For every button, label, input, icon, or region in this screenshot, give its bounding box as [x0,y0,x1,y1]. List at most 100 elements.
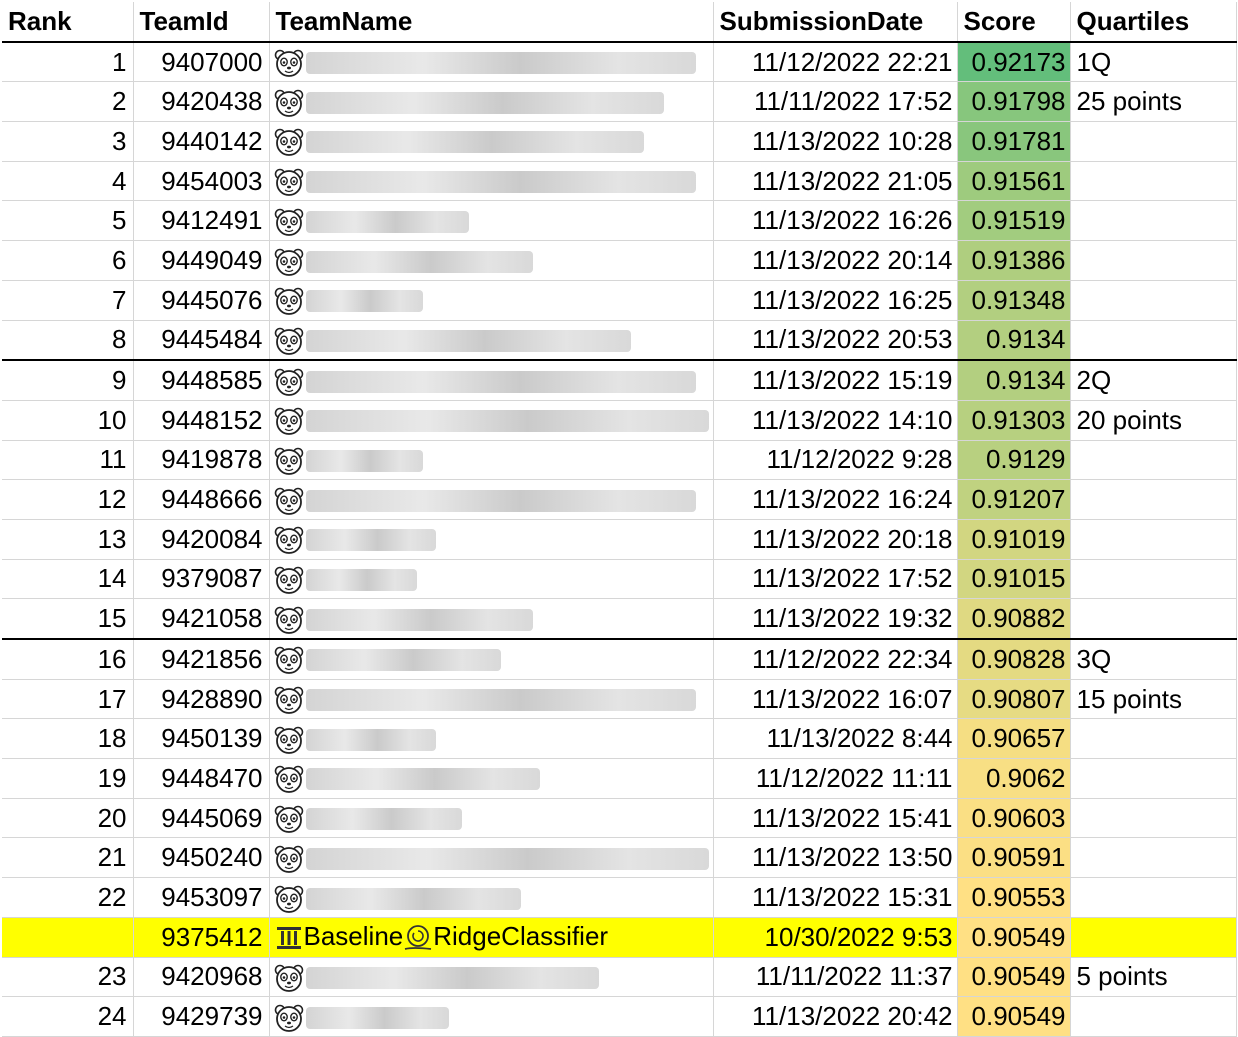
cell-quartiles[interactable] [1070,996,1237,1037]
cell-quartiles[interactable] [1070,798,1237,839]
cell-rank[interactable]: 12 [2,479,134,520]
cell-teamid[interactable]: 9375412 [133,917,270,958]
cell-score[interactable]: 0.91519 [957,200,1071,242]
cell-teamid[interactable]: 9379087 [133,559,270,600]
cell-quartiles[interactable] [1070,200,1237,242]
cell-teamname[interactable] [269,837,714,879]
cell-rank[interactable] [2,917,134,958]
cell-teamname[interactable]: Baseline RidgeClassifier [269,917,714,958]
cell-quartiles[interactable] [1070,559,1237,600]
cell-quartiles[interactable] [1070,320,1237,362]
cell-teamname[interactable] [269,957,714,998]
table-row[interactable]: 9375412 Baseline RidgeClassifier 10/30/2022… [2,917,1237,958]
cell-rank[interactable]: 9 [2,360,134,401]
cell-submission-date[interactable]: 11/13/2022 15:41 [713,798,958,839]
cell-quartiles[interactable]: 20 points [1070,400,1237,441]
cell-rank[interactable]: 23 [2,957,134,998]
cell-teamid[interactable]: 9448666 [133,479,270,520]
cell-submission-date[interactable]: 11/13/2022 14:10 [713,400,958,441]
table-row[interactable]: 5 9412491 11/13/2022 16:26 0.91519 [2,200,1237,242]
cell-rank[interactable]: 10 [2,400,134,441]
table-row[interactable]: 20 9445069 11/13/2022 15:41 0.90603 [2,798,1237,839]
cell-teamid[interactable]: 9421856 [133,639,270,680]
cell-submission-date[interactable]: 11/13/2022 20:42 [713,996,958,1037]
cell-submission-date[interactable]: 11/11/2022 11:37 [713,957,958,998]
cell-score[interactable]: 0.90553 [957,877,1071,918]
cell-rank[interactable]: 1 [2,41,134,83]
cell-teamid[interactable]: 9448470 [133,758,270,799]
cell-submission-date[interactable]: 11/12/2022 9:28 [713,440,958,481]
cell-rank[interactable]: 8 [2,320,134,362]
cell-submission-date[interactable]: 11/13/2022 15:31 [713,877,958,918]
cell-quartiles[interactable] [1070,877,1237,918]
cell-submission-date[interactable]: 11/13/2022 16:25 [713,280,958,321]
cell-teamid[interactable]: 9407000 [133,41,270,83]
cell-submission-date[interactable]: 11/13/2022 20:14 [713,240,958,281]
cell-score[interactable]: 0.90882 [957,598,1071,641]
cell-teamname[interactable] [269,718,714,760]
table-row[interactable]: 4 9454003 11/13/2022 21:05 0.91561 [2,161,1237,202]
cell-teamid[interactable]: 9448152 [133,400,270,441]
cell-rank[interactable]: 14 [2,559,134,600]
cell-quartiles[interactable]: 15 points [1070,679,1237,720]
cell-teamname[interactable] [269,559,714,600]
cell-rank[interactable]: 4 [2,161,134,202]
cell-submission-date[interactable]: 11/13/2022 10:28 [713,121,958,162]
header-quartiles[interactable]: Quartiles [1070,2,1237,43]
cell-teamname[interactable] [269,479,714,520]
cell-teamid[interactable]: 9453097 [133,877,270,918]
cell-rank[interactable]: 5 [2,200,134,242]
cell-teamname[interactable] [269,81,714,123]
cell-rank[interactable]: 18 [2,718,134,760]
cell-score[interactable]: 0.91207 [957,479,1071,520]
table-row[interactable]: 8 9445484 11/13/2022 20:53 0.9134 [2,320,1237,362]
cell-teamname[interactable] [269,240,714,281]
cell-score[interactable]: 0.90549 [957,996,1071,1037]
table-row[interactable]: 19 9448470 11/12/2022 11:11 0.9062 [2,758,1237,799]
table-row[interactable]: 22 9453097 11/13/2022 15:31 0.90553 [2,877,1237,918]
cell-quartiles[interactable]: 5 points [1070,957,1237,998]
cell-teamname[interactable] [269,161,714,202]
cell-score[interactable]: 0.90657 [957,718,1071,760]
cell-rank[interactable]: 17 [2,679,134,720]
table-row[interactable]: 9 9448585 11/13/2022 15:19 0.9134 2Q [2,360,1237,401]
cell-submission-date[interactable]: 11/13/2022 13:50 [713,837,958,879]
cell-score[interactable]: 0.90591 [957,837,1071,879]
cell-quartiles[interactable] [1070,440,1237,481]
header-rank[interactable]: Rank [2,2,134,43]
cell-teamid[interactable]: 9449049 [133,240,270,281]
cell-rank[interactable]: 24 [2,996,134,1037]
cell-submission-date[interactable]: 11/13/2022 17:52 [713,559,958,600]
cell-teamname[interactable] [269,440,714,481]
cell-quartiles[interactable] [1070,280,1237,321]
cell-teamname[interactable] [269,758,714,799]
cell-teamname[interactable] [269,121,714,162]
cell-submission-date[interactable]: 11/13/2022 15:19 [713,360,958,401]
cell-rank[interactable]: 22 [2,877,134,918]
cell-score[interactable]: 0.91798 [957,81,1071,123]
cell-score[interactable]: 0.9134 [957,320,1071,362]
cell-score[interactable]: 0.91386 [957,240,1071,281]
cell-submission-date[interactable]: 11/12/2022 22:34 [713,639,958,680]
cell-teamname[interactable] [269,400,714,441]
table-row[interactable]: 15 9421058 11/13/2022 19:32 0.90882 [2,598,1237,641]
table-row[interactable]: 18 9450139 11/13/2022 8:44 0.90657 [2,718,1237,760]
table-row[interactable]: 17 9428890 11/13/2022 16:07 0.90807 15 point… [2,679,1237,720]
cell-teamid[interactable]: 9420438 [133,81,270,123]
cell-teamid[interactable]: 9445484 [133,320,270,362]
cell-score[interactable]: 0.9062 [957,758,1071,799]
cell-teamname[interactable] [269,639,714,680]
table-row[interactable]: 12 9448666 11/13/2022 16:24 0.91207 [2,479,1237,520]
cell-submission-date[interactable]: 11/13/2022 20:18 [713,519,958,560]
cell-quartiles[interactable] [1070,519,1237,560]
table-row[interactable]: 13 9420084 11/13/2022 20:18 0.91019 [2,519,1237,560]
table-row[interactable]: 24 9429739 11/13/2022 20:42 0.90549 [2,996,1237,1037]
cell-teamid[interactable]: 9448585 [133,360,270,401]
cell-submission-date[interactable]: 10/30/2022 9:53 [713,917,958,958]
header-submission-date[interactable]: SubmissionDate [713,2,958,43]
cell-quartiles[interactable] [1070,240,1237,281]
cell-quartiles[interactable] [1070,479,1237,520]
header-score[interactable]: Score [957,2,1071,43]
table-row[interactable]: 11 9419878 11/12/2022 9:28 0.9129 [2,440,1237,481]
cell-teamname[interactable] [269,519,714,560]
